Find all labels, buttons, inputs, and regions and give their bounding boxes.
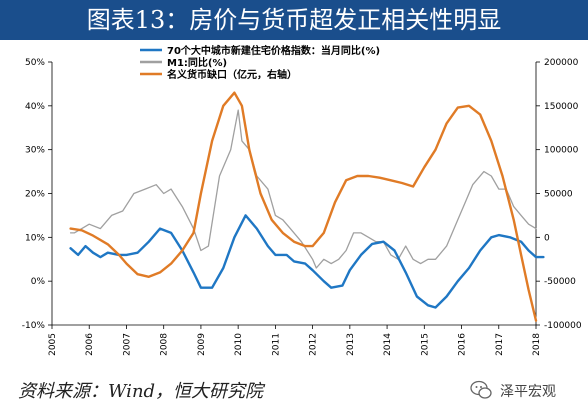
chart: 50% 40% 30% 20% 10% 0% -10% 200000 150000 100000 5… xyxy=(22,44,582,356)
x-tick-label: 2007 xyxy=(122,333,132,356)
series-line-3 xyxy=(69,91,538,322)
source-note: 资料来源：Wind，恒大研究院 xyxy=(18,381,264,402)
x-tick-label: 2010 xyxy=(234,333,244,356)
left-tick-label: -10% xyxy=(22,321,46,331)
left-tick-label: 20% xyxy=(25,190,45,200)
x-tick-label: 2008 xyxy=(160,333,170,356)
watermark: 泽平宏观 xyxy=(470,378,580,404)
x-tick-label: 2005 xyxy=(48,333,58,356)
right-tick-label: 150000 xyxy=(544,102,579,112)
right-tick-label: -100000 xyxy=(544,321,582,331)
watermark-text: 泽平宏观 xyxy=(500,384,556,400)
x-tick-label: 2018 xyxy=(532,333,542,356)
legend-label-2: M1:同比(%) xyxy=(167,56,227,69)
x-tick-label: 2013 xyxy=(346,333,356,356)
left-tick-label: 30% xyxy=(25,146,45,156)
right-tick-label: 100000 xyxy=(544,146,579,156)
chart-title: 图表13：房价与货币超发正相关性明显 xyxy=(86,6,502,34)
legend-label-3: 名义货币缺口（亿元，右轴） xyxy=(167,68,297,81)
right-tick-label: 50000 xyxy=(544,190,573,200)
x-tick-label: 2015 xyxy=(420,333,430,356)
left-tick-label: 40% xyxy=(25,102,45,112)
title-bar xyxy=(0,0,588,40)
right-tick-label: -50000 xyxy=(544,277,576,287)
x-tick-label: 2011 xyxy=(271,333,281,356)
legend-label-1: 70个大中城市新建住宅价格指数：当月同比(%) xyxy=(167,44,380,57)
x-tick-label: 2017 xyxy=(495,333,505,356)
left-tick-label: 50% xyxy=(25,58,45,68)
x-tick-label: 2014 xyxy=(383,333,393,356)
wechat-icon xyxy=(470,380,492,399)
x-tick-label: 2016 xyxy=(458,333,468,356)
x-tick-label: 2012 xyxy=(309,333,319,356)
x-tick-label: 2006 xyxy=(85,333,95,356)
x-tick-label: 2009 xyxy=(197,333,207,356)
left-tick-label: 10% xyxy=(25,233,45,243)
series-line-2 xyxy=(69,109,537,269)
left-tick-label: 0% xyxy=(31,277,46,287)
series-line-1 xyxy=(69,214,545,309)
right-tick-label: 0 xyxy=(544,233,550,243)
right-tick-label: 200000 xyxy=(544,58,579,68)
